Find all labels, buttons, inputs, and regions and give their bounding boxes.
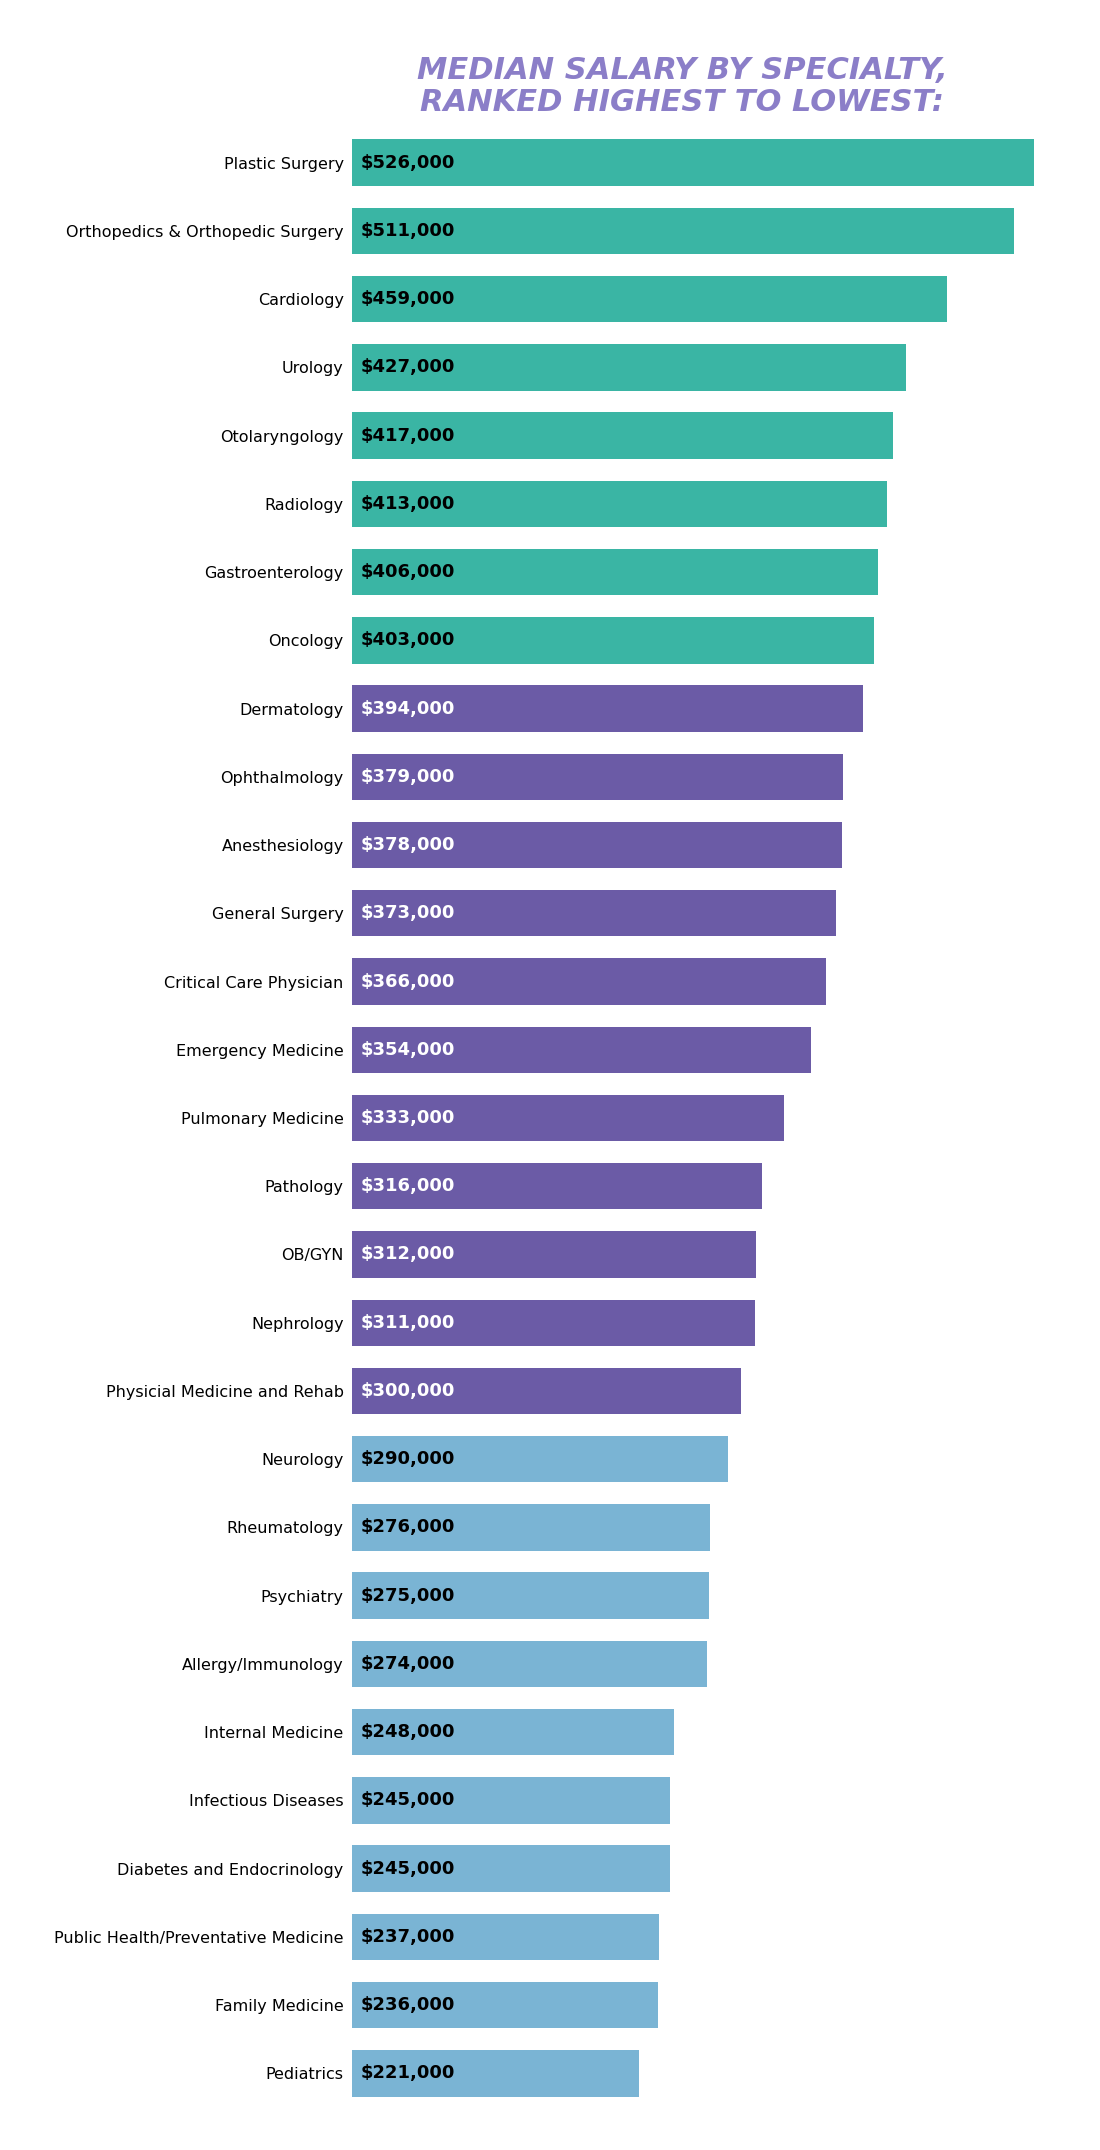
Bar [352, 1299, 756, 1346]
Bar [352, 1094, 783, 1142]
Bar [352, 2051, 638, 2096]
Bar [352, 1914, 659, 1961]
Text: RANKED HIGHEST TO LOWEST:: RANKED HIGHEST TO LOWEST: [420, 88, 944, 116]
Text: $300,000: $300,000 [361, 1382, 455, 1400]
Bar [352, 1232, 757, 1277]
Bar [352, 1367, 741, 1415]
Text: $274,000: $274,000 [361, 1656, 455, 1673]
Text: $406,000: $406,000 [361, 563, 455, 581]
Text: $311,000: $311,000 [361, 1314, 455, 1331]
Text: $366,000: $366,000 [361, 972, 455, 991]
Bar [352, 1640, 707, 1688]
Text: $276,000: $276,000 [361, 1518, 455, 1537]
Text: $373,000: $373,000 [361, 905, 455, 922]
Text: $526,000: $526,000 [361, 153, 455, 172]
Text: $237,000: $237,000 [361, 1929, 455, 1946]
Bar [352, 821, 843, 869]
Text: $333,000: $333,000 [361, 1109, 455, 1127]
Bar [352, 890, 836, 937]
Bar [352, 1982, 658, 2027]
Text: $417,000: $417,000 [361, 426, 455, 445]
Text: $511,000: $511,000 [361, 221, 455, 241]
Bar [352, 686, 862, 731]
Bar [352, 1709, 673, 1754]
Bar [352, 275, 947, 322]
Bar [352, 482, 888, 527]
Bar [352, 1572, 708, 1619]
Text: $354,000: $354,000 [361, 1041, 455, 1058]
Bar [352, 140, 1034, 185]
Bar [352, 1778, 670, 1823]
Bar [352, 344, 905, 391]
Bar [352, 1845, 670, 1892]
Text: $221,000: $221,000 [361, 2064, 455, 2083]
Bar [352, 755, 844, 800]
Text: $275,000: $275,000 [361, 1587, 455, 1604]
Bar [352, 959, 826, 1004]
Text: $236,000: $236,000 [361, 1995, 455, 2015]
Bar [352, 209, 1014, 254]
Text: $312,000: $312,000 [361, 1245, 455, 1264]
Text: $427,000: $427,000 [361, 359, 455, 376]
Text: $290,000: $290,000 [361, 1451, 455, 1468]
Text: $245,000: $245,000 [361, 1791, 455, 1810]
Bar [352, 548, 878, 596]
Text: $394,000: $394,000 [361, 699, 455, 718]
Text: $403,000: $403,000 [361, 632, 455, 649]
Text: $379,000: $379,000 [361, 768, 455, 785]
Bar [352, 1026, 811, 1073]
Text: MEDIAN SALARY BY SPECIALTY,: MEDIAN SALARY BY SPECIALTY, [417, 56, 947, 84]
Bar [352, 1505, 710, 1550]
Bar [352, 1436, 728, 1481]
Bar [352, 413, 892, 458]
Text: $378,000: $378,000 [361, 836, 455, 854]
Text: $459,000: $459,000 [361, 290, 455, 307]
Text: $245,000: $245,000 [361, 1860, 455, 1877]
Bar [352, 617, 874, 664]
Text: $248,000: $248,000 [361, 1722, 455, 1742]
Bar [352, 1163, 761, 1210]
Text: $413,000: $413,000 [361, 494, 455, 514]
Text: $316,000: $316,000 [361, 1178, 455, 1195]
